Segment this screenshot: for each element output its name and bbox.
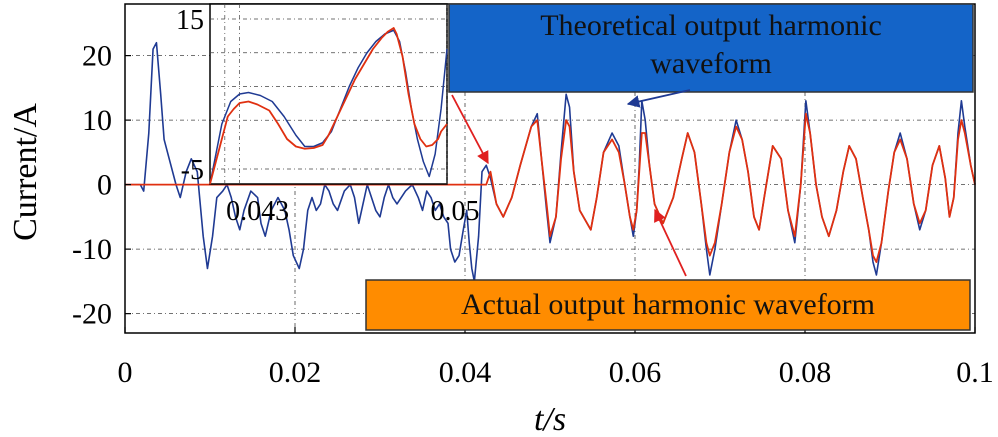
inset-series-theoretical: [209, 29, 448, 185]
theoretical-label-box: Theoretical output harmonic waveform: [448, 3, 974, 93]
y-tick-label: 0: [97, 169, 112, 202]
series-line-actual: [125, 112, 976, 263]
actual-label-box: Actual output harmonic waveform: [365, 279, 971, 331]
inset-plot: 15 -5 0.043 0.05: [176, 3, 480, 227]
x-tick-label: 0.06: [609, 356, 662, 389]
x-tick-labels: 0 0.02 0.04 0.06 0.08 0.1: [118, 327, 994, 389]
inset-y-tick-label: -5: [181, 155, 204, 186]
inset-series-actual: [209, 27, 448, 185]
inset-to-main-arrow: [451, 94, 489, 165]
x-tick-label: 0.04: [439, 356, 492, 389]
theoretical-label-box-bg: [448, 3, 974, 93]
x-tick-label: 0.08: [779, 356, 832, 389]
y-axis-label: Current/A: [7, 103, 44, 241]
x-tick-label: 0: [118, 356, 133, 389]
y-tick-labels: -20 -10 0 10 20: [72, 40, 131, 331]
x-tick-label: 0.1: [956, 356, 994, 389]
y-tick-label: -10: [72, 233, 112, 266]
theoretical-label-line-1: Theoretical output harmonic: [540, 9, 882, 42]
actual-pointer-arrow: [654, 208, 687, 277]
theoretical-label-line-2: waveform: [650, 47, 772, 80]
y-tick-label: 10: [82, 104, 112, 137]
y-tick-label: 20: [82, 40, 112, 73]
annotation-arrows: [451, 89, 691, 277]
x-axis-label: t/s: [534, 401, 566, 437]
y-tick-label: -20: [72, 298, 112, 331]
inset-x-tick-label: 0.05: [431, 196, 480, 227]
inset-x-tick-label: 0.043: [226, 196, 289, 227]
actual-label-box-bg: [365, 279, 971, 331]
main-plot-area: [125, 41, 976, 283]
x-tick-label: 0.02: [269, 356, 322, 389]
actual-label-text: Actual output harmonic waveform: [461, 288, 875, 321]
inset-background: [209, 3, 448, 185]
theoretical-pointer-arrow: [626, 89, 691, 108]
inset-y-tick-label: 15: [176, 5, 204, 36]
